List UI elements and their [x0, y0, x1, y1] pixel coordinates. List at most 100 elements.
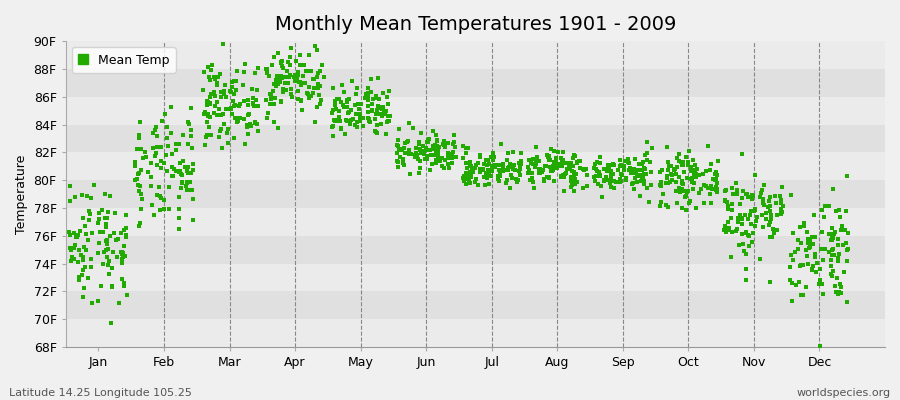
Point	[513, 172, 527, 178]
Point	[678, 187, 692, 194]
Point	[250, 121, 265, 128]
Bar	[66, 264, 885, 291]
Point	[276, 65, 291, 71]
Point	[448, 154, 463, 160]
Point	[441, 140, 455, 146]
Point	[79, 193, 94, 199]
Point	[760, 215, 774, 222]
Point	[242, 121, 256, 127]
Point	[534, 168, 548, 174]
Point	[147, 212, 161, 218]
Point	[310, 104, 324, 110]
Point	[198, 142, 212, 148]
Point	[724, 254, 738, 260]
Point	[146, 130, 160, 136]
Point	[416, 142, 430, 149]
Point	[708, 169, 723, 175]
Point	[504, 164, 518, 170]
Bar	[66, 291, 885, 319]
Point	[416, 150, 430, 156]
Point	[77, 285, 92, 291]
Point	[822, 249, 836, 255]
Point	[63, 232, 77, 238]
Point	[604, 169, 618, 176]
Point	[132, 146, 147, 152]
Point	[793, 223, 807, 230]
Point	[373, 104, 387, 111]
Point	[437, 157, 452, 164]
Point	[117, 283, 131, 289]
Point	[479, 172, 493, 179]
Point	[737, 248, 751, 254]
Point	[164, 104, 178, 110]
Point	[684, 168, 698, 174]
Point	[826, 268, 841, 274]
Point	[462, 144, 476, 151]
Point	[361, 102, 375, 109]
Point	[348, 102, 363, 108]
Point	[411, 139, 426, 145]
Point	[220, 126, 235, 132]
Point	[684, 164, 698, 170]
Point	[466, 165, 481, 172]
Point	[544, 168, 558, 174]
Point	[604, 174, 618, 180]
Point	[369, 129, 383, 136]
Point	[229, 78, 243, 84]
Point	[146, 145, 160, 151]
Point	[279, 74, 293, 80]
Point	[532, 166, 546, 172]
Point	[186, 166, 201, 173]
Point	[447, 138, 462, 145]
Point	[441, 164, 455, 171]
Point	[159, 168, 174, 174]
Point	[464, 169, 478, 175]
Point	[802, 245, 816, 252]
Point	[302, 83, 316, 90]
Point	[202, 74, 216, 80]
Point	[733, 212, 747, 218]
Point	[718, 229, 733, 235]
Point	[364, 108, 379, 114]
Point	[326, 133, 340, 140]
Point	[587, 165, 601, 172]
Point	[274, 58, 289, 64]
Point	[732, 242, 746, 248]
Point	[155, 118, 169, 124]
Point	[415, 147, 429, 154]
Point	[172, 215, 186, 221]
Point	[376, 104, 391, 110]
Point	[197, 111, 211, 117]
Point	[595, 194, 609, 200]
Point	[830, 275, 844, 281]
Point	[326, 123, 340, 129]
Point	[95, 261, 110, 267]
Point	[464, 174, 479, 180]
Point	[670, 155, 684, 162]
Point	[413, 158, 428, 165]
Point	[96, 248, 111, 255]
Point	[491, 167, 506, 173]
Point	[825, 235, 840, 242]
Point	[375, 113, 390, 119]
Point	[829, 208, 843, 214]
Point	[587, 174, 601, 180]
Point	[271, 81, 285, 87]
Point	[604, 168, 618, 175]
Point	[481, 156, 495, 163]
Point	[840, 299, 854, 306]
Point	[640, 185, 654, 192]
Point	[248, 120, 263, 126]
Point	[486, 150, 500, 156]
Point	[70, 232, 85, 238]
Point	[265, 62, 279, 68]
Point	[409, 145, 423, 152]
Point	[84, 255, 98, 262]
Point	[435, 155, 449, 161]
Point	[130, 145, 144, 152]
Point	[635, 161, 650, 168]
Point	[644, 169, 658, 175]
Point	[675, 204, 689, 211]
Point	[418, 156, 432, 162]
Point	[248, 96, 263, 103]
